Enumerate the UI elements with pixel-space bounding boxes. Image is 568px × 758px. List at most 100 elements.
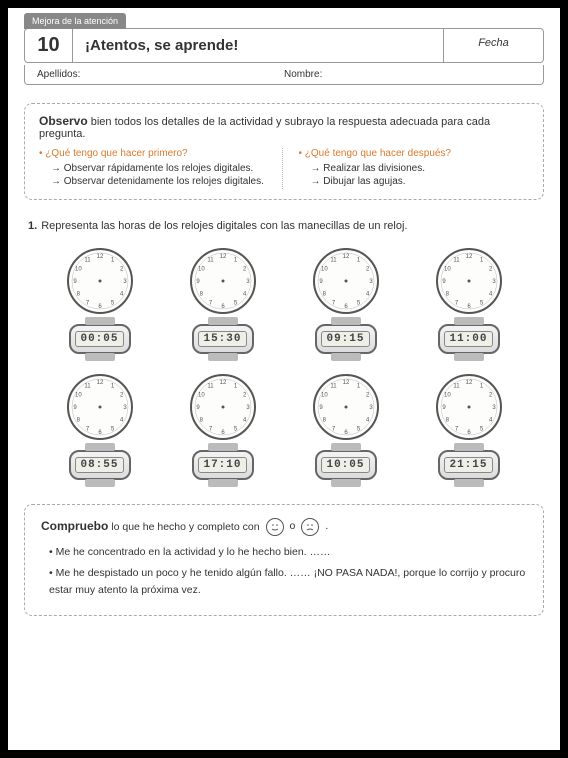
watch-time: 08:55	[75, 457, 123, 473]
question-left: ¿Qué tengo que hacer primero?	[39, 148, 270, 159]
watch-body: 00:05	[69, 324, 131, 354]
watch-time: 10:05	[321, 457, 369, 473]
watch-body: 08:55	[69, 450, 131, 480]
analog-clock-icon: 123456789101112	[434, 246, 504, 316]
digital-watch: 00:05	[66, 324, 134, 354]
svg-text:10: 10	[198, 267, 205, 273]
clock-grid: 123456789101112 00:05 123456789101112 15…	[24, 246, 544, 480]
happy-face-icon	[266, 518, 284, 536]
watch-time: 15:30	[198, 331, 246, 347]
watch-body: 15:30	[192, 324, 254, 354]
name-row: Apellidos: Nombre:	[24, 65, 544, 85]
compruebo-head: Compruebo lo que he hecho y completo con…	[41, 517, 527, 536]
answer-right-0: Realizar las divisiones.	[311, 163, 530, 174]
compruebo-line1: Me he concentrado en la actividad y lo h…	[41, 544, 527, 561]
svg-text:12: 12	[219, 380, 226, 386]
svg-text:12: 12	[342, 380, 349, 386]
svg-text:11: 11	[453, 257, 460, 263]
svg-text:12: 12	[342, 254, 349, 260]
worksheet-title: ¡Atentos, se aprende!	[73, 29, 443, 62]
answer-right-1: Dibujar las agujas.	[311, 176, 530, 187]
svg-text:10: 10	[75, 393, 82, 399]
watch-time: 00:05	[75, 331, 123, 347]
watch-body: 10:05	[315, 450, 377, 480]
clock-cell: 123456789101112 15:30	[167, 246, 278, 354]
exercise-label: 1. Representa las horas de los relojes di…	[28, 220, 540, 232]
exercise-text: Representa las horas de los relojes digi…	[41, 220, 407, 232]
exercise-num: 1.	[28, 220, 37, 232]
observo-title: Observo bien todos los detalles de la ac…	[39, 114, 529, 140]
digital-watch: 10:05	[312, 450, 380, 480]
svg-text:11: 11	[330, 257, 337, 263]
digital-watch: 17:10	[189, 450, 257, 480]
answer-left-0: Observar rápidamente los relojes digital…	[51, 163, 270, 174]
answer-left-1: Observar detenidamente los relojes digit…	[51, 176, 270, 187]
compruebo-box: Compruebo lo que he hecho y completo con…	[24, 504, 544, 616]
analog-clock-icon: 123456789101112	[311, 246, 381, 316]
header-bar: 10 ¡Atentos, se aprende! Fecha	[24, 28, 544, 63]
observo-rest: bien todos los detalles de la actividad …	[39, 116, 490, 140]
svg-text:10: 10	[75, 267, 82, 273]
svg-text:12: 12	[465, 380, 472, 386]
analog-clock-icon: 123456789101112	[65, 246, 135, 316]
svg-text:12: 12	[219, 254, 226, 260]
svg-text:12: 12	[96, 254, 103, 260]
sad-face-icon	[301, 518, 319, 536]
section-tab: Mejora de la atención	[24, 13, 126, 29]
clock-cell: 123456789101112 00:05	[44, 246, 155, 354]
svg-text:11: 11	[84, 383, 91, 389]
svg-text:10: 10	[444, 393, 451, 399]
analog-clock-icon: 123456789101112	[188, 246, 258, 316]
compruebo-rest: lo que he hecho y completo con	[108, 521, 259, 533]
digital-watch: 21:15	[435, 450, 503, 480]
svg-text:10: 10	[444, 267, 451, 273]
svg-text:11: 11	[84, 257, 91, 263]
worksheet-page: Mejora de la atención 10 ¡Atentos, se ap…	[8, 8, 560, 750]
clock-cell: 123456789101112 11:00	[413, 246, 524, 354]
observo-box: Observo bien todos los detalles de la ac…	[24, 103, 544, 200]
digital-watch: 15:30	[189, 324, 257, 354]
digital-watch: 09:15	[312, 324, 380, 354]
compruebo-line2: Me he despistado un poco y he tenido alg…	[41, 565, 527, 599]
observo-lead: Observo	[39, 114, 88, 128]
analog-clock-icon: 123456789101112	[65, 372, 135, 442]
observo-col-right: ¿Qué tengo que hacer después? Realizar l…	[299, 148, 530, 189]
analog-clock-icon: 123456789101112	[311, 372, 381, 442]
date-label: Fecha	[443, 29, 543, 62]
analog-clock-icon: 123456789101112	[434, 372, 504, 442]
watch-body: 21:15	[438, 450, 500, 480]
svg-text:11: 11	[453, 383, 460, 389]
watch-time: 09:15	[321, 331, 369, 347]
compruebo-or: o	[290, 518, 296, 535]
watch-time: 17:10	[198, 457, 246, 473]
svg-text:10: 10	[321, 393, 328, 399]
svg-text:11: 11	[330, 383, 337, 389]
watch-body: 11:00	[438, 324, 500, 354]
clock-cell: 123456789101112 17:10	[167, 372, 278, 480]
svg-text:10: 10	[321, 267, 328, 273]
question-right: ¿Qué tengo que hacer después?	[299, 148, 530, 159]
watch-body: 09:15	[315, 324, 377, 354]
svg-text:10: 10	[198, 393, 205, 399]
watch-time: 11:00	[444, 331, 492, 347]
surname-label: Apellidos:	[37, 69, 284, 80]
observo-col-left: ¿Qué tengo que hacer primero? Observar r…	[39, 148, 283, 189]
svg-text:12: 12	[96, 380, 103, 386]
watch-body: 17:10	[192, 450, 254, 480]
svg-text:12: 12	[465, 254, 472, 260]
worksheet-number: 10	[25, 29, 73, 62]
clock-cell: 123456789101112 21:15	[413, 372, 524, 480]
watch-time: 21:15	[444, 457, 492, 473]
svg-text:11: 11	[207, 383, 214, 389]
digital-watch: 08:55	[66, 450, 134, 480]
observo-columns: ¿Qué tengo que hacer primero? Observar r…	[39, 148, 529, 189]
name-label: Nombre:	[284, 69, 531, 80]
compruebo-end: .	[325, 518, 328, 535]
compruebo-lead: Compruebo	[41, 519, 108, 533]
svg-text:11: 11	[207, 257, 214, 263]
clock-cell: 123456789101112 09:15	[290, 246, 401, 354]
clock-cell: 123456789101112 08:55	[44, 372, 155, 480]
digital-watch: 11:00	[435, 324, 503, 354]
analog-clock-icon: 123456789101112	[188, 372, 258, 442]
clock-cell: 123456789101112 10:05	[290, 372, 401, 480]
